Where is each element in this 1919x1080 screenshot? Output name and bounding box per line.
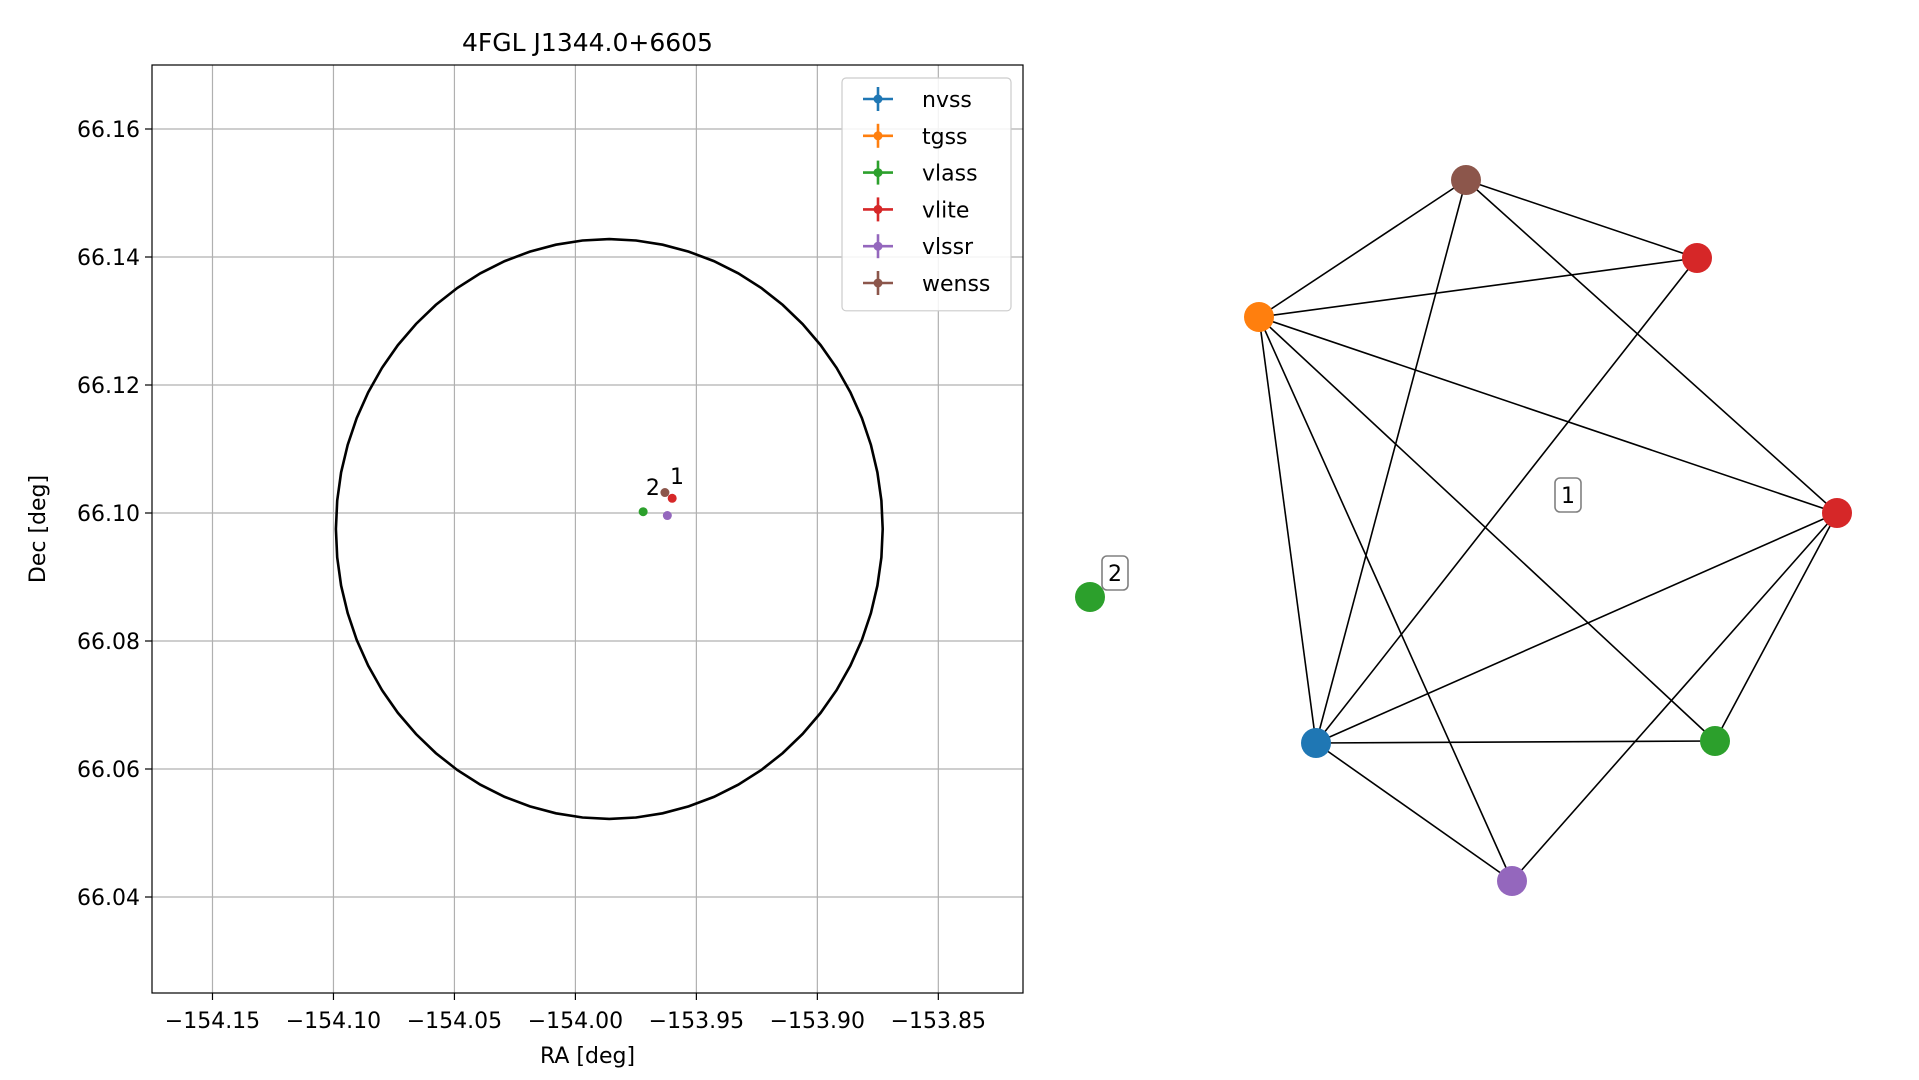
legend-label-nvss: nvss <box>922 88 972 113</box>
graph-node-tgss_a <box>1244 302 1274 332</box>
graph-edge <box>1258 316 1838 514</box>
graph-edge <box>1258 316 1513 882</box>
x-tick-label: −154.05 <box>407 1009 502 1034</box>
graph-node-wenss_a <box>1451 165 1481 195</box>
graph-nodes <box>1075 165 1852 896</box>
graph-edge <box>1315 512 1838 744</box>
graph-node-nvss_a <box>1301 728 1331 758</box>
x-tick-label: −154.10 <box>286 1009 381 1034</box>
graph-edge <box>1465 179 1698 259</box>
legend-marker-wenss <box>873 278 883 288</box>
graph-edge <box>1315 742 1513 882</box>
point-vlite <box>667 493 677 503</box>
point-wenss <box>660 488 670 498</box>
plot-frame <box>151 64 1024 994</box>
x-tick-label: −153.90 <box>770 1009 865 1034</box>
point-annotations: 12 <box>646 465 684 501</box>
x-tick-label: −154.15 <box>165 1009 260 1034</box>
graph-edge <box>1258 257 1698 318</box>
component-label-box <box>1101 555 1129 591</box>
annotation-label: 2 <box>646 476 660 501</box>
graph-edge <box>1465 179 1838 514</box>
graph-node-vlass_a <box>1700 726 1730 756</box>
graph-edge <box>1511 512 1838 882</box>
point-vlass <box>638 507 648 517</box>
graph-edges <box>1258 179 1838 882</box>
graph-node-vlite_b <box>1822 498 1852 528</box>
chart-title: 4FGL J1344.0+6605 <box>462 28 713 57</box>
legend-label-tgss: tgss <box>922 125 968 150</box>
legend: nvss tgss vlass vlite vlssr wenss <box>841 77 1012 312</box>
legend-marker-nvss <box>873 94 883 104</box>
y-tick-label: 66.06 <box>77 758 140 783</box>
y-tick-label: 66.08 <box>77 630 140 655</box>
source-points <box>638 488 677 521</box>
x-tick-label: −153.95 <box>649 1009 744 1034</box>
y-tick-label: 66.10 <box>77 502 140 527</box>
legend-label-vlass: vlass <box>922 162 978 187</box>
uncertainty-ellipse-layer <box>334 237 884 821</box>
network-graph-panel: 12 <box>1075 165 1852 896</box>
component-label: 1 <box>1561 484 1575 509</box>
graph-edge <box>1315 257 1698 744</box>
legend-marker-vlass <box>873 168 883 178</box>
legend-label-wenss: wenss <box>922 272 990 297</box>
y-tick-label: 66.12 <box>77 374 140 399</box>
graph-node-vlass_b <box>1075 582 1105 612</box>
legend-marker-vlssr <box>873 241 883 251</box>
scatter-panel: 12 −154.15 −154.10 −154.05 −154.00 −153.95 −1… <box>26 28 1024 1069</box>
graph-edge <box>1258 179 1467 318</box>
legend-label-vlssr: vlssr <box>922 235 974 260</box>
component-label-box <box>1554 477 1582 513</box>
x-tick-label: −154.00 <box>528 1009 623 1034</box>
graph-node-vlssr_a <box>1497 866 1527 896</box>
axis-ticks: −154.15 −154.10 −154.05 −154.00 −153.95 −153.… <box>77 118 986 1034</box>
graph-node-vlite_a <box>1682 243 1712 273</box>
y-tick-label: 66.04 <box>77 886 140 911</box>
uncertainty-ellipse <box>334 237 884 821</box>
point-vlssr <box>662 511 672 521</box>
graph-edge <box>1315 179 1467 744</box>
graph-edge <box>1315 740 1716 744</box>
y-axis-label: Dec [deg] <box>26 475 51 583</box>
graph-edge <box>1714 512 1838 742</box>
graph-component-labels: 12 <box>1101 477 1582 591</box>
graph-edge <box>1258 316 1317 744</box>
y-tick-label: 66.14 <box>77 246 140 271</box>
legend-label-vlite: vlite <box>922 198 969 223</box>
legend-marker-vlite <box>873 204 883 214</box>
x-tick-label: −153.85 <box>891 1009 986 1034</box>
x-axis-label: RA [deg] <box>540 1044 635 1069</box>
component-label: 2 <box>1108 562 1122 587</box>
graph-edge <box>1258 316 1716 742</box>
annotation-label: 1 <box>670 465 684 490</box>
y-tick-label: 66.16 <box>77 118 140 143</box>
legend-marker-tgss <box>873 131 883 141</box>
